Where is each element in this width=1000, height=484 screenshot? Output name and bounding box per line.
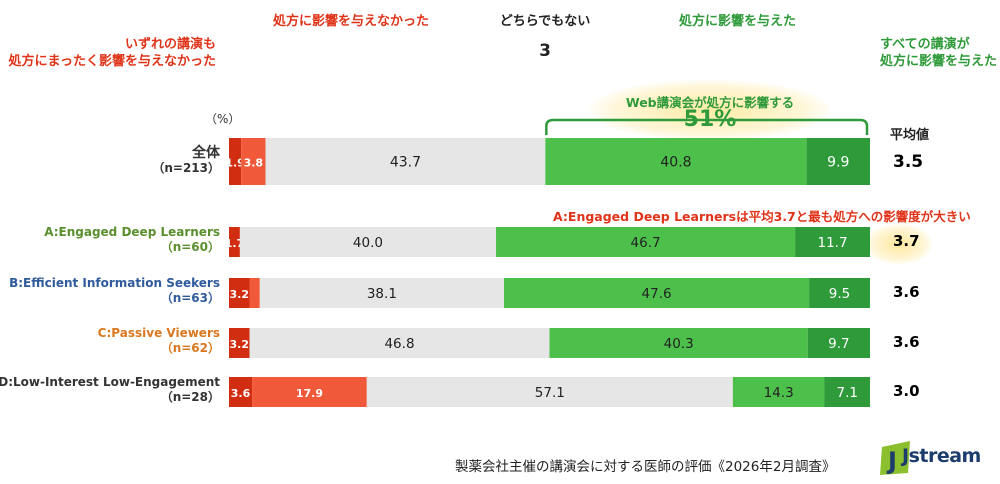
jstream-logo: J Jstream	[878, 437, 988, 477]
avg-header: 平均値	[890, 128, 930, 143]
row-average: 3.6	[893, 283, 920, 301]
jstream-logo-text: Jstream	[902, 445, 981, 467]
row-label-n: （n=28）	[160, 390, 220, 404]
footer-caption: 製薬会社主催の講演会に対する医師の評価《2026年2月調査》	[455, 459, 836, 475]
row-average: 3.7	[893, 232, 920, 250]
data-label: 3.2	[230, 288, 250, 301]
row-label-name: B:Efficient Information Seekers	[9, 276, 220, 290]
data-label: 46.8	[384, 336, 414, 352]
row-label-name: C:Passive Viewers	[97, 326, 220, 340]
legend-left-end-line1: いずれの講演も	[124, 37, 216, 52]
legend-right-end-line1: すべての講演が	[880, 37, 970, 52]
bar-segment	[824, 377, 870, 407]
data-label: 9.5	[829, 286, 850, 302]
bar-segment	[549, 328, 808, 358]
bar-segment	[259, 278, 504, 308]
scale-box-2: 2	[409, 41, 422, 61]
data-label: 9.7	[828, 336, 849, 352]
data-label: 9.9	[827, 155, 849, 171]
bar-segment	[249, 328, 550, 358]
data-label: 40.3	[664, 336, 694, 352]
legend-left-end-line2: 処方にまったく影響を与えなかった	[8, 54, 216, 69]
row-average: 3.6	[893, 333, 920, 351]
data-label: 14.3	[764, 385, 794, 401]
row-label: B:Efficient Information Seekers （n=63）	[9, 276, 220, 306]
jstream-logo-mark: J	[880, 441, 910, 475]
row-label-name: 全体	[192, 145, 220, 161]
legend-right-end: すべての講演が 処方に影響を与えた	[880, 36, 997, 70]
bar-segment	[366, 377, 733, 407]
bar-segment	[807, 328, 870, 358]
data-label: 1.7	[225, 237, 245, 250]
data-label: 47.6	[642, 286, 672, 302]
data-label: 3.6	[231, 387, 251, 400]
data-label: 3.8	[244, 157, 264, 170]
avg-highlight-glow	[866, 224, 932, 264]
scale-box-3: 3	[539, 41, 551, 61]
data-label: 38.1	[367, 286, 397, 302]
row-label: 全体 （n=213）	[152, 146, 220, 176]
row-label-name: D:Low-Interest Low-Engagement	[0, 375, 220, 389]
bar-segment	[241, 138, 266, 185]
bar-segment	[795, 227, 870, 257]
bar-segment	[229, 278, 250, 308]
bar-segment	[496, 227, 796, 257]
data-label: 1.9	[225, 157, 245, 170]
row-label-n: （n=213）	[152, 161, 220, 175]
row-label-n: （n=60）	[160, 240, 220, 254]
legend-neutral: どちらでもない	[499, 14, 591, 29]
bar-segment	[732, 377, 825, 407]
annotation-text: A:Engaged Deep Learnersは平均3.7と最も処方への影響度が…	[553, 209, 971, 224]
row-average: 3.5	[893, 151, 924, 172]
row-label-name: A:Engaged Deep Learners	[44, 225, 220, 239]
bar-segment	[229, 377, 253, 407]
data-label: 7.1	[837, 385, 858, 401]
callout-glow	[590, 80, 830, 140]
bar-segment	[265, 138, 546, 185]
bar-segment	[229, 138, 242, 185]
row-label: C:Passive Viewers （n=62）	[98, 326, 220, 356]
bar-segment	[809, 278, 870, 308]
data-label: 17.9	[296, 387, 323, 400]
data-label: 43.7	[390, 155, 421, 171]
legend-positive-group: 処方に影響を与えた	[678, 14, 796, 29]
bar-segment	[229, 328, 250, 358]
bar-segment	[249, 278, 260, 308]
scale-box-4: 4	[668, 41, 680, 61]
row-label-n: （n=62）	[160, 341, 220, 355]
row-average: 3.0	[893, 382, 920, 400]
data-label: 46.7	[631, 235, 661, 251]
bar-segment	[252, 377, 367, 407]
row-label-n: （n=63）	[160, 291, 220, 305]
row-label: A:Engaged Deep Learners （n=60）	[44, 225, 220, 255]
svg-text:J: J	[886, 447, 897, 475]
scale-box-1: 1	[280, 41, 292, 61]
bar-segment	[806, 138, 870, 185]
data-label: 11.7	[818, 235, 848, 251]
data-label: 40.8	[660, 155, 691, 171]
percent-unit-label: （%）	[205, 112, 241, 126]
callout-bracket	[545, 118, 869, 135]
legend-right-end-line2: 処方に影響を与えた	[880, 54, 998, 69]
data-label: 3.2	[230, 338, 250, 351]
callout-line1: Web講演会が処方に影響する	[625, 95, 795, 110]
legend-left-end: いずれの講演も 処方にまったく影響を与えなかった	[9, 36, 216, 70]
legend-negative-group: 処方に影響を与えなかった	[272, 14, 429, 29]
bar-segment	[545, 138, 807, 185]
bar-segment	[229, 227, 240, 257]
bar-segment	[239, 227, 497, 257]
data-label: 57.1	[535, 385, 565, 401]
scale-box-5: 5	[796, 41, 808, 61]
data-label: 40.0	[353, 235, 383, 251]
bar-segment	[503, 278, 810, 308]
row-label: D:Low-Interest Low-Engagement （n=28）	[0, 375, 220, 405]
